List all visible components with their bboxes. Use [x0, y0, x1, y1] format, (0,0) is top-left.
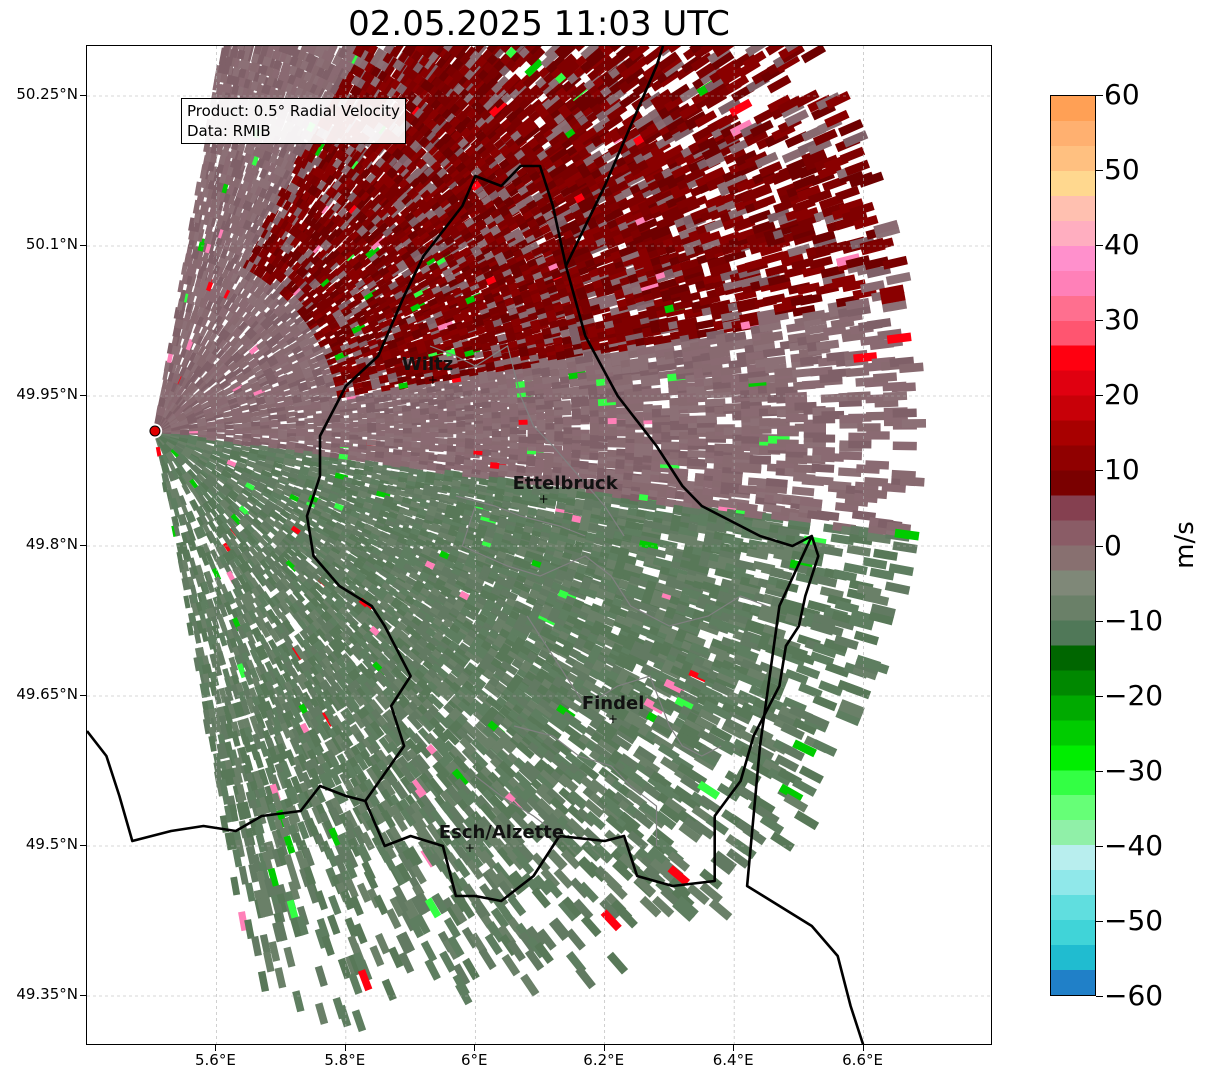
city-esch-alzette: +Esch/Alzette	[439, 822, 564, 855]
lon-tick-label: 6.6°E	[842, 1051, 883, 1069]
product-info-box: Product: 0.5° Radial Velocity Data: RMIB	[181, 98, 406, 144]
lon-tick-label: 5.6°E	[195, 1051, 236, 1069]
lat-tick-label: 50.25°N	[16, 85, 78, 103]
city-markers: +Wiltz +Ettelbruck +Findel +Esch/Alzette	[402, 354, 644, 855]
colorbar-tick-label: −60	[1104, 979, 1164, 1012]
city-wiltz: +Wiltz	[402, 354, 453, 387]
country-borders	[87, 46, 865, 1044]
lat-tick-label: 49.65°N	[16, 685, 78, 703]
colorbar-unit-label: m/s	[1170, 521, 1200, 569]
lat-tick-label: 50.1°N	[25, 235, 78, 253]
radar-map-canvas: +Wiltz +Ettelbruck +Findel +Esch/Alzette	[87, 46, 991, 1044]
lat-lon-grid	[87, 46, 991, 1044]
map-title: 02.05.2025 11:03 UTC	[348, 4, 730, 44]
border-luxembourg	[305, 164, 820, 903]
radar-map[interactable]: + Wiltz + Ettelbruck + Findel + Esch/Alzette Pr…	[86, 45, 992, 1045]
colorbar-tick-label: −30	[1104, 753, 1164, 787]
colorbar-tick-label: 40	[1104, 228, 1140, 262]
city-findel: +Findel	[582, 693, 645, 726]
lat-tick-label: 49.95°N	[16, 385, 78, 403]
lon-tick-label: 5.8°E	[324, 1051, 366, 1069]
colorbar-tick-label: 60	[1104, 78, 1140, 111]
lat-tick-label: 49.8°N	[25, 535, 78, 553]
data-source-label: Data: RMIB	[187, 122, 271, 140]
lon-tick-label: 6°E	[461, 1051, 488, 1069]
colorbar-tick-label: 30	[1104, 303, 1140, 337]
border-de_north	[564, 46, 665, 267]
colorbar-tick-label: 50	[1104, 153, 1140, 187]
colorbar-tick-label: 20	[1104, 378, 1140, 412]
lat-tick-label: 49.5°N	[25, 835, 78, 853]
colorbar-tick-label: 0	[1104, 528, 1122, 562]
colorbar-tick-label: −40	[1104, 828, 1164, 862]
border-be_fr	[87, 730, 366, 843]
velocity-colorbar	[1050, 95, 1096, 996]
colorbar-tick-label: −10	[1104, 603, 1164, 637]
lon-tick-label: 6.2°E	[583, 1051, 625, 1069]
city-ettelbruck: +Ettelbruck	[513, 473, 619, 506]
colorbar-tick-label: −50	[1104, 903, 1164, 937]
colorbar-tick-label: 10	[1104, 453, 1140, 487]
radar-site-marker	[149, 425, 161, 437]
lat-tick-label: 49.35°N	[16, 985, 78, 1003]
lon-tick-label: 6.4°E	[712, 1051, 754, 1069]
colorbar-tick-label: −20	[1104, 678, 1164, 712]
border-de_east	[745, 535, 865, 1044]
product-label: Product: 0.5° Radial Velocity	[187, 102, 400, 120]
